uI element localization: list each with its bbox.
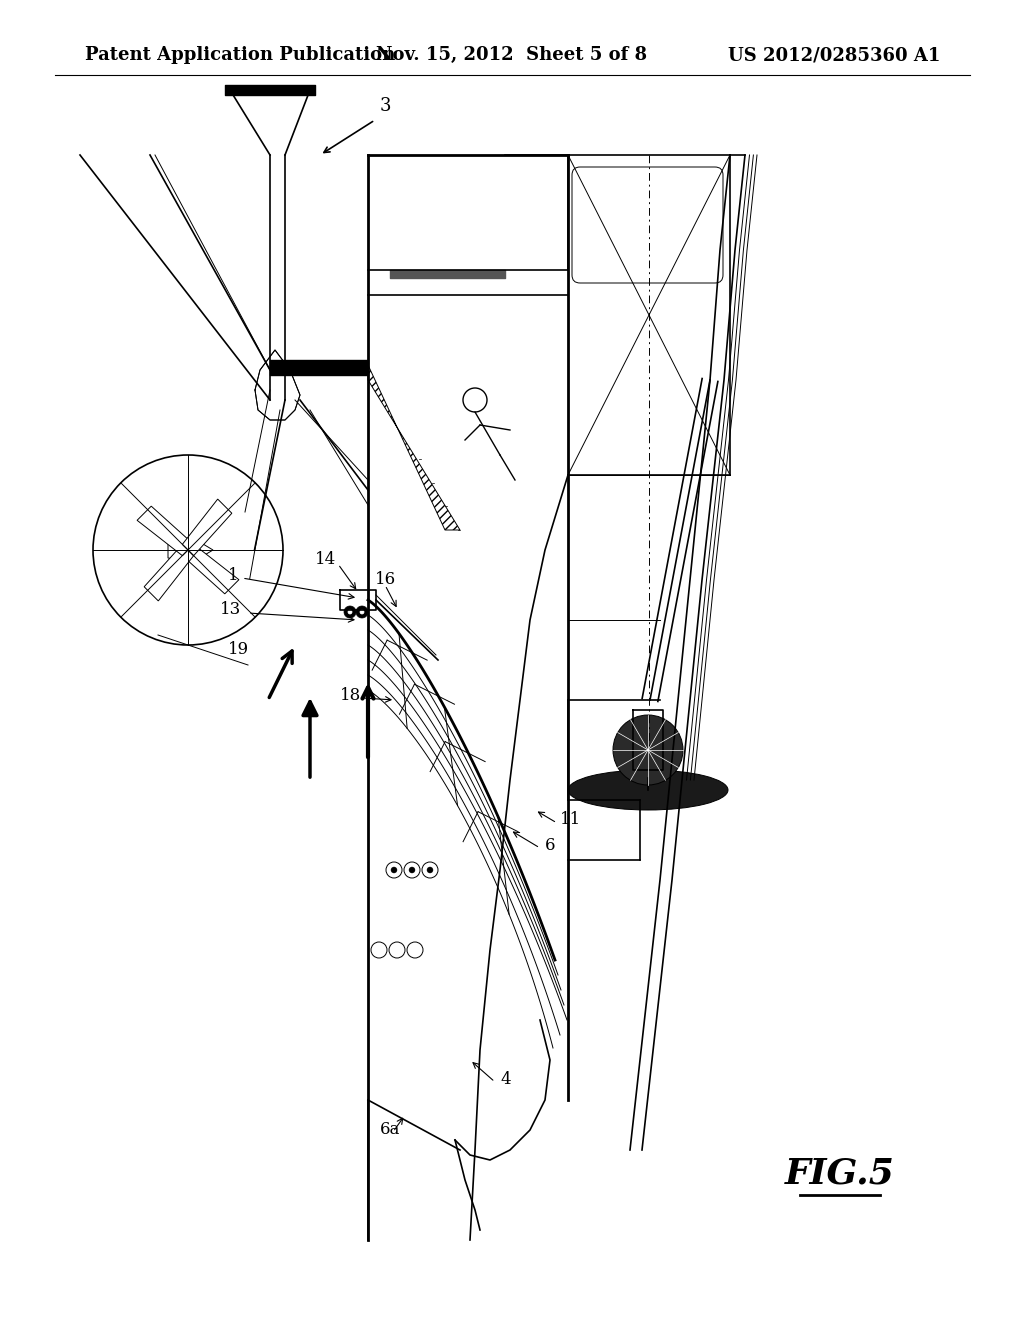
Circle shape — [356, 606, 368, 618]
Text: Patent Application Publication: Patent Application Publication — [85, 46, 395, 63]
Text: 16: 16 — [375, 572, 396, 589]
Text: 13: 13 — [220, 602, 242, 619]
Text: 19: 19 — [228, 642, 249, 659]
Text: 3: 3 — [380, 96, 391, 115]
Text: 11: 11 — [560, 812, 582, 829]
Circle shape — [409, 867, 415, 873]
Polygon shape — [182, 499, 231, 556]
Circle shape — [348, 610, 352, 614]
Ellipse shape — [568, 770, 728, 810]
Polygon shape — [144, 544, 194, 601]
Polygon shape — [182, 544, 239, 594]
Text: FIG.5: FIG.5 — [785, 1156, 895, 1191]
Text: 6a: 6a — [380, 1122, 400, 1138]
Text: US 2012/0285360 A1: US 2012/0285360 A1 — [728, 46, 940, 63]
Polygon shape — [368, 366, 460, 531]
Circle shape — [391, 867, 397, 873]
Text: 6: 6 — [545, 837, 555, 854]
Polygon shape — [255, 350, 300, 420]
Text: Nov. 15, 2012  Sheet 5 of 8: Nov. 15, 2012 Sheet 5 of 8 — [377, 46, 647, 63]
Circle shape — [427, 867, 433, 873]
Polygon shape — [168, 539, 213, 562]
Text: 4: 4 — [500, 1072, 511, 1089]
Text: 1: 1 — [228, 566, 239, 583]
Circle shape — [344, 606, 356, 618]
Text: 18: 18 — [340, 686, 361, 704]
Text: 14: 14 — [315, 552, 336, 569]
Circle shape — [360, 610, 364, 614]
Circle shape — [613, 715, 683, 785]
Polygon shape — [137, 506, 194, 556]
